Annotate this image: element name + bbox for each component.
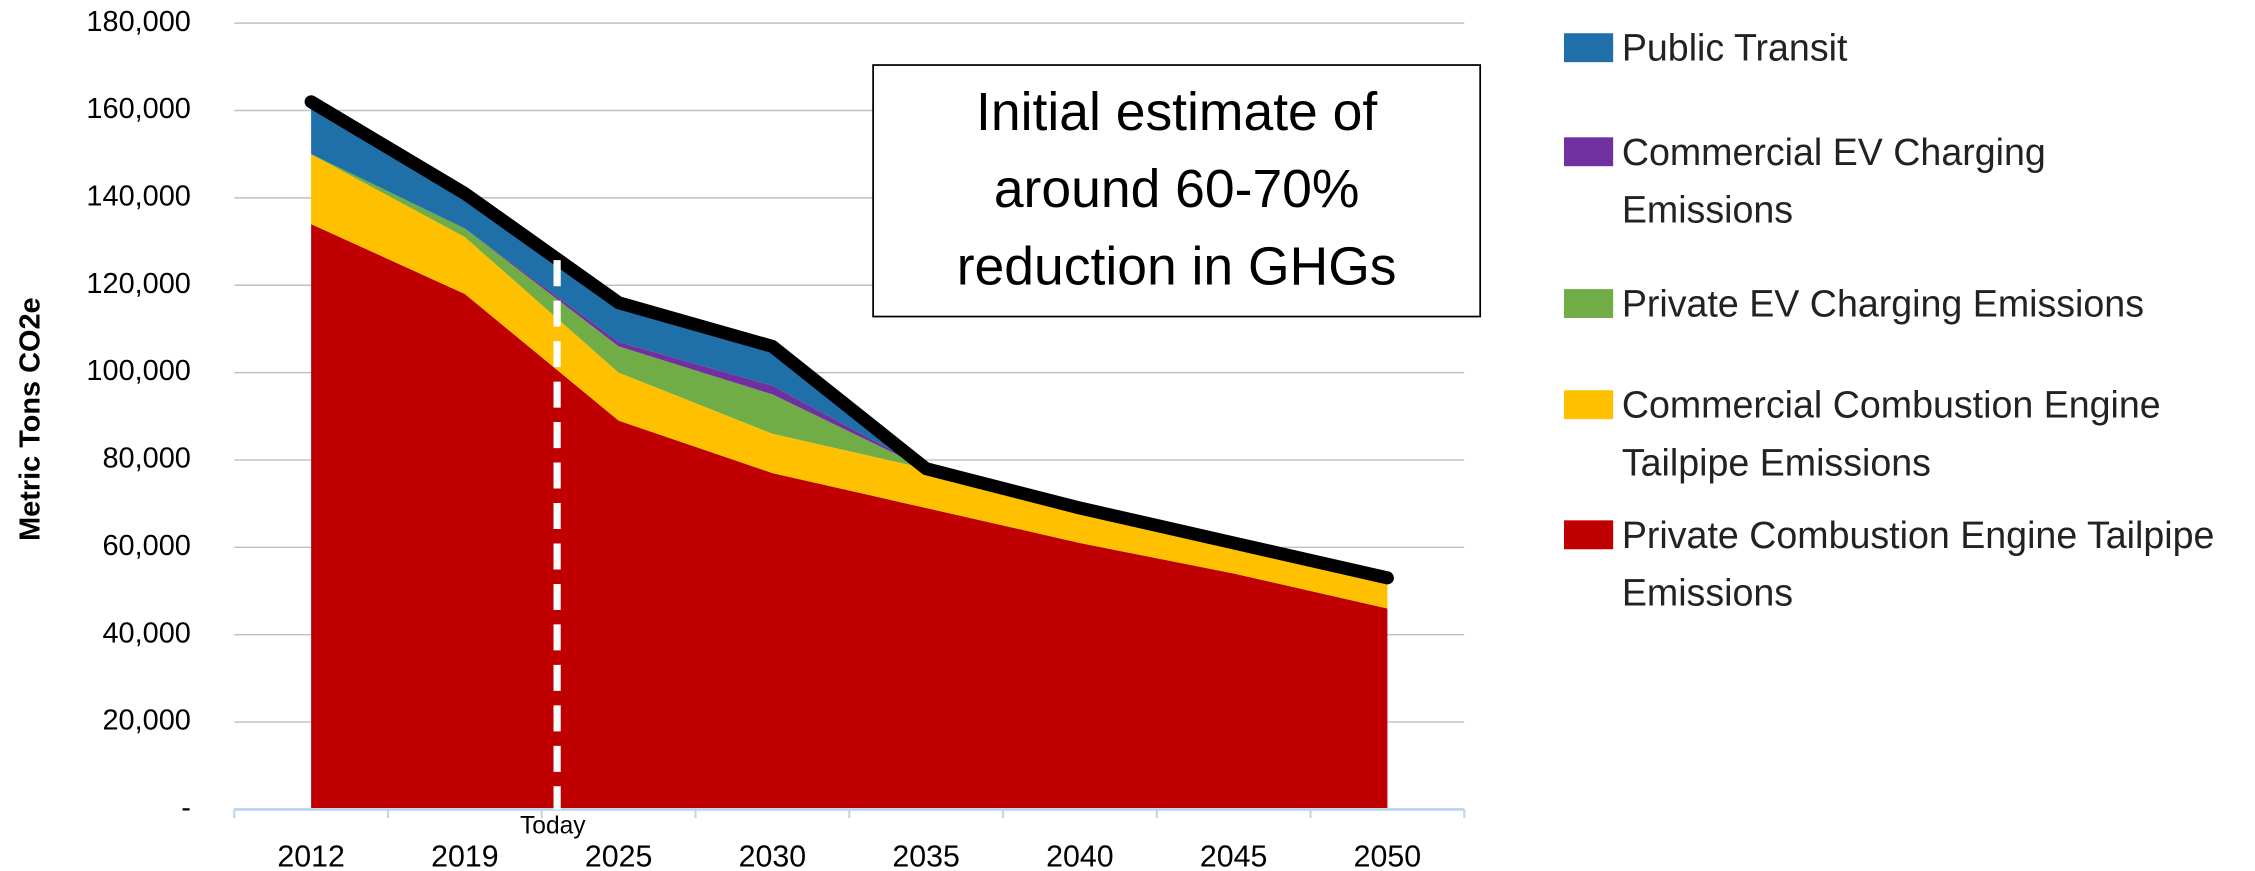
x-tick-label: 2050 bbox=[1354, 841, 1422, 871]
legend-swatch bbox=[1564, 33, 1614, 63]
legend-item: Public Transit bbox=[1621, 26, 1848, 70]
legend-label: Commercial EV Charging Emissions bbox=[1621, 130, 2046, 232]
y-axis-label: Metric Tons CO2e bbox=[15, 297, 47, 540]
y-tick-label: - bbox=[181, 792, 191, 824]
x-tick-label: 2019 bbox=[431, 841, 499, 871]
x-tick-label: 2040 bbox=[1046, 841, 1114, 871]
legend-item: Commercial Combustion Engine Tailpipe Em… bbox=[1621, 383, 2161, 485]
y-tick-label: 180,000 bbox=[86, 6, 190, 38]
y-tick-label: 20,000 bbox=[103, 705, 191, 737]
x-tick-label: 2035 bbox=[892, 841, 960, 871]
legend-item: Commercial EV Charging Emissions bbox=[1621, 130, 2046, 232]
legend-swatch bbox=[1564, 520, 1614, 550]
annotation-text: Initial estimate of bbox=[976, 83, 1377, 142]
legend-swatch bbox=[1564, 289, 1614, 318]
legend-item: Private Combustion Engine Tailpipe Emiss… bbox=[1621, 513, 2215, 615]
y-tick-label: 80,000 bbox=[103, 443, 191, 475]
today-label: Today bbox=[520, 812, 586, 839]
x-tick-label: 2025 bbox=[585, 841, 653, 871]
legend-label: Private EV Charging Emissions bbox=[1621, 281, 2145, 326]
legend-label: Private Combustion Engine Tailpipe Emiss… bbox=[1621, 513, 2215, 615]
y-tick-label: 120,000 bbox=[86, 268, 190, 300]
annotation-text: reduction in GHGs bbox=[957, 237, 1397, 296]
y-tick-label: 140,000 bbox=[86, 181, 190, 213]
x-tick-label: 2030 bbox=[739, 841, 807, 871]
legend-label: Public Transit bbox=[1621, 26, 1848, 70]
y-tick-label: 100,000 bbox=[86, 355, 190, 387]
total-outline bbox=[304, 95, 1394, 585]
x-tick-label: 2045 bbox=[1200, 841, 1268, 871]
legend-swatch bbox=[1564, 390, 1614, 420]
area bbox=[311, 224, 1388, 810]
annotation-box bbox=[872, 64, 1482, 318]
annotation-text: around 60-70% bbox=[994, 160, 1360, 219]
area bbox=[311, 154, 1388, 609]
y-tick-label: 40,000 bbox=[103, 617, 191, 649]
legend-item: Private EV Charging Emissions bbox=[1621, 281, 2145, 326]
y-tick-label: 60,000 bbox=[103, 530, 191, 562]
x-tick-label: 2012 bbox=[277, 841, 345, 871]
legend-swatch bbox=[1564, 137, 1614, 167]
y-tick-label: 160,000 bbox=[86, 93, 190, 125]
legend-label: Commercial Combustion Engine Tailpipe Em… bbox=[1621, 383, 2161, 485]
